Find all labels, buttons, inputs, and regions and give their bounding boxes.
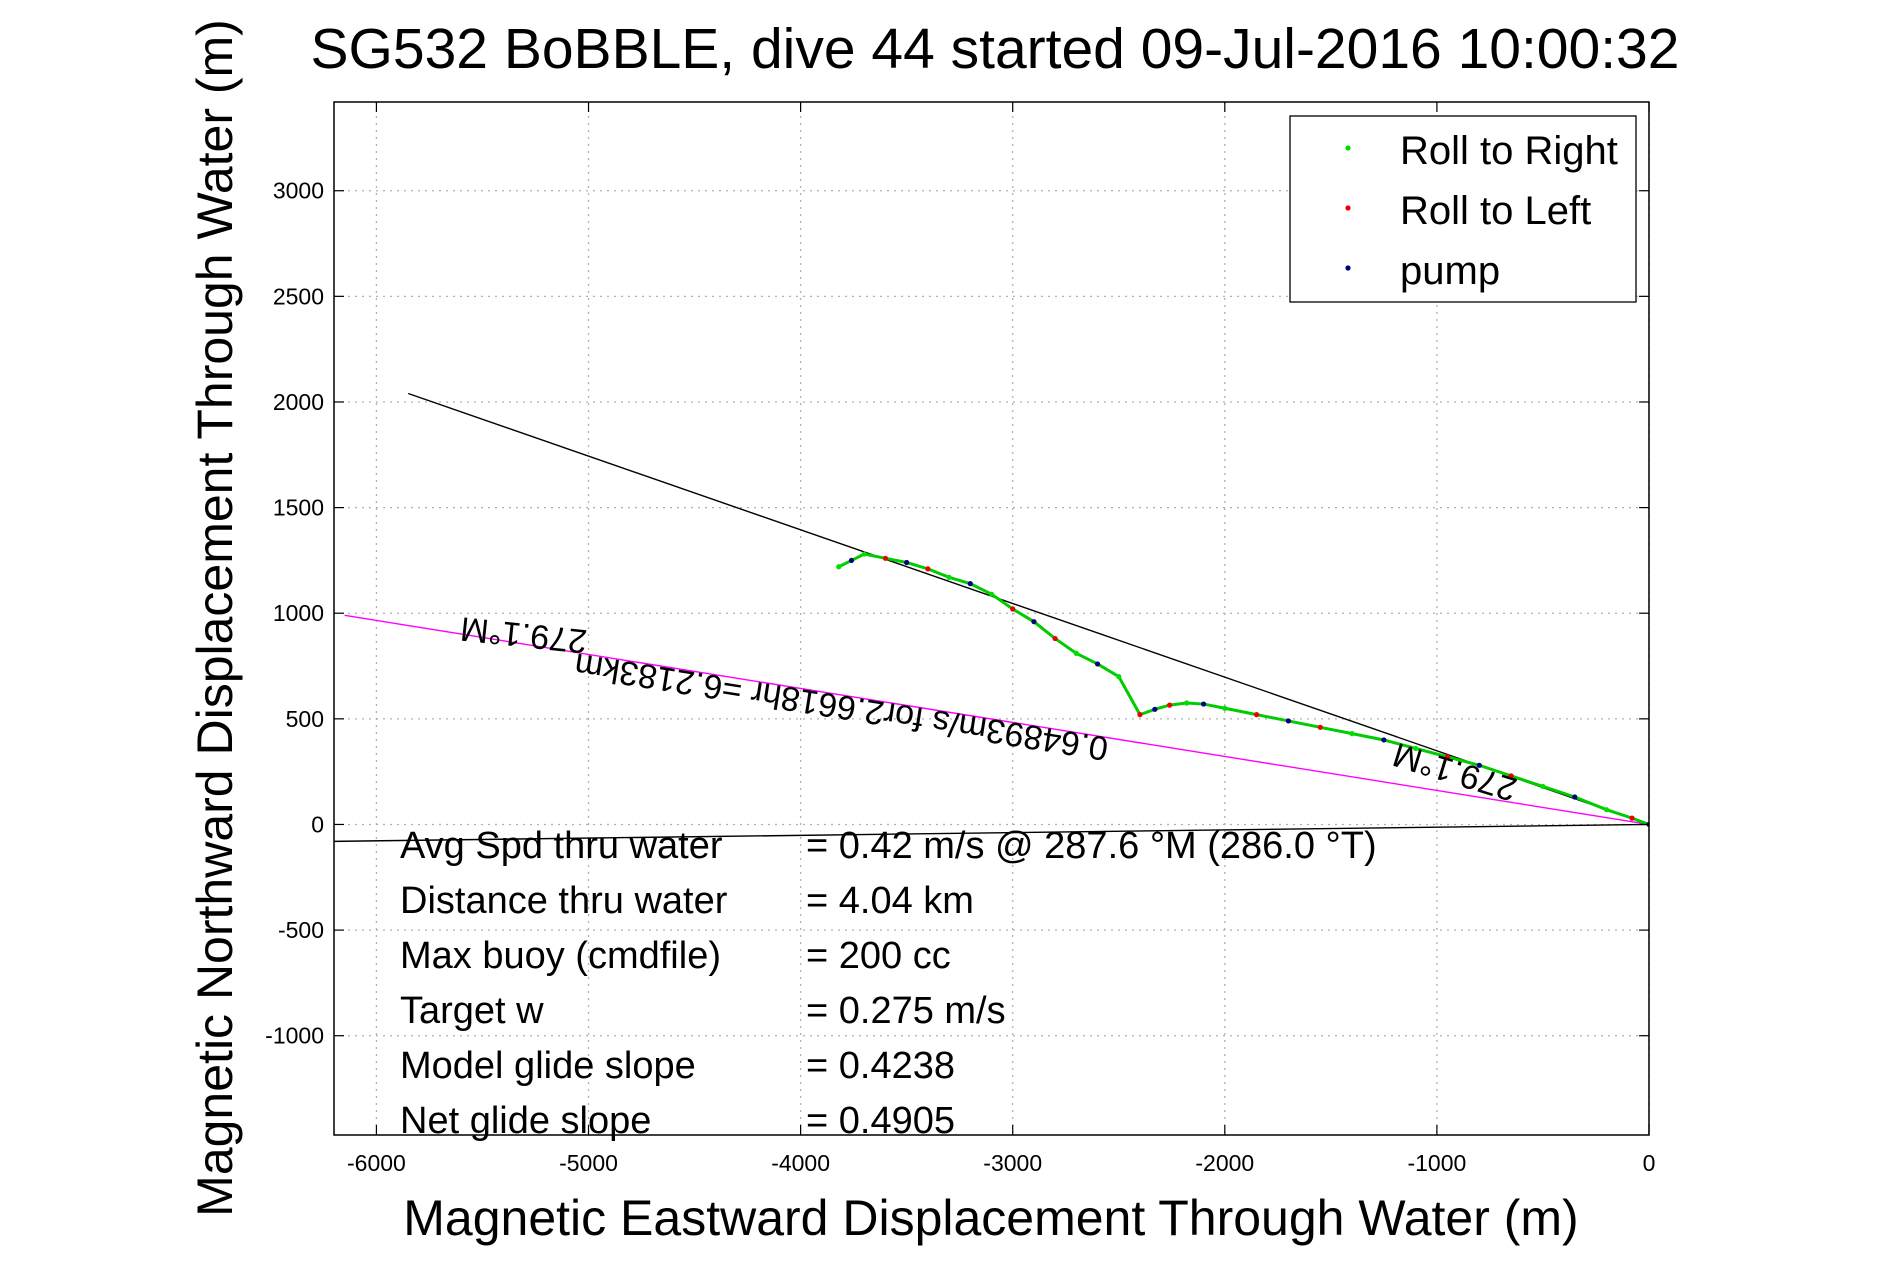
track-point bbox=[1073, 650, 1079, 656]
stat-label: Model glide slope bbox=[400, 1045, 696, 1087]
y-tick-label: -1000 bbox=[265, 1023, 324, 1049]
track-point bbox=[1052, 635, 1058, 642]
track-point bbox=[1413, 745, 1419, 752]
track-point bbox=[848, 557, 855, 564]
track-point bbox=[1094, 661, 1101, 667]
x-tick-label: -3000 bbox=[983, 1150, 1042, 1176]
stat-value: = 0.42 m/s @ 287.6 °M (286.0 °T) bbox=[806, 825, 1377, 867]
legend-label: pump bbox=[1400, 249, 1500, 293]
track-point bbox=[861, 551, 867, 557]
track-point bbox=[836, 564, 842, 570]
x-tick-label: -2000 bbox=[1195, 1150, 1254, 1176]
y-tick-label: 1500 bbox=[273, 495, 324, 521]
track-point bbox=[1381, 737, 1387, 743]
track-point bbox=[1167, 702, 1173, 708]
heading-annotation-right: 279.1°M bbox=[1389, 735, 1522, 808]
stats-block: Avg Spd thru water = 0.42 m/s @ 287.6 °M … bbox=[400, 825, 1377, 1142]
track-point bbox=[1116, 673, 1122, 680]
track-layer bbox=[836, 551, 1649, 828]
stat-label: Net glide slope bbox=[400, 1100, 651, 1142]
track-point bbox=[1349, 731, 1355, 737]
legend-marker bbox=[1345, 145, 1351, 151]
y-tick-label: 3000 bbox=[273, 178, 324, 204]
track-point bbox=[882, 555, 889, 561]
black-heading-line bbox=[408, 392, 1649, 826]
track-point bbox=[1200, 701, 1207, 707]
y-tick-label: 1000 bbox=[273, 600, 324, 626]
heading-annotation-left: 279.1°M bbox=[459, 609, 589, 660]
track-point bbox=[946, 574, 952, 580]
stat-value: = 4.04 km bbox=[806, 880, 974, 922]
legend-marker bbox=[1345, 265, 1351, 271]
y-axis-label: Magnetic Northward Displacement Through … bbox=[187, 19, 243, 1217]
x-axis-ticks: -6000 -5000 -4000 -3000 -2000 -1000 0 bbox=[347, 102, 1655, 1176]
black-net-line bbox=[334, 823, 1649, 843]
track-point bbox=[925, 566, 931, 572]
y-tick-label: 500 bbox=[286, 706, 324, 732]
track-point bbox=[1629, 815, 1635, 821]
track-point bbox=[1444, 754, 1451, 760]
stat-value: = 0.4905 bbox=[806, 1100, 955, 1142]
stat-value: = 0.275 m/s bbox=[806, 990, 1006, 1032]
track-point bbox=[1137, 712, 1143, 718]
stat-value: = 0.4238 bbox=[806, 1045, 955, 1087]
stat-label: Avg Spd thru water bbox=[400, 825, 723, 867]
stat-label: Target w bbox=[400, 990, 544, 1032]
track-point bbox=[967, 581, 973, 587]
x-tick-label: 0 bbox=[1643, 1150, 1656, 1176]
lines-layer bbox=[334, 392, 1649, 843]
track-point bbox=[1285, 718, 1292, 724]
legend-label: Roll to Right bbox=[1400, 129, 1618, 173]
track-point bbox=[1152, 706, 1158, 712]
x-tick-label: -4000 bbox=[771, 1150, 830, 1176]
track-point bbox=[1184, 700, 1190, 706]
track-point bbox=[1572, 794, 1578, 800]
legend: Roll to Right Roll to Left pump bbox=[1289, 115, 1637, 303]
track-point bbox=[988, 591, 995, 597]
speed-annotation: 0.64893m/s for2.6618hr =6.2183km bbox=[572, 645, 1111, 767]
plot-frame bbox=[333, 101, 1650, 1136]
x-tick-label: -6000 bbox=[347, 1150, 406, 1176]
glider-track-path bbox=[838, 552, 1649, 826]
stat-value: = 200 cc bbox=[806, 935, 951, 977]
track-point bbox=[1603, 807, 1610, 813]
x-tick-label: -1000 bbox=[1407, 1150, 1466, 1176]
y-tick-label: 2500 bbox=[273, 283, 324, 309]
track-point bbox=[1540, 783, 1546, 790]
track-point bbox=[1254, 712, 1260, 718]
track-point bbox=[1222, 705, 1228, 711]
track-point bbox=[1476, 762, 1482, 768]
track-point bbox=[904, 559, 910, 566]
y-axis-ticks: -1000 -500 0 500 1000 1500 2000 2500 3000 bbox=[265, 178, 1649, 1049]
track-point bbox=[1317, 724, 1323, 730]
stat-label: Max buoy (cmdfile) bbox=[400, 935, 721, 977]
legend-label: Roll to Left bbox=[1400, 189, 1591, 233]
y-tick-label: 2000 bbox=[273, 389, 324, 415]
legend-marker bbox=[1345, 205, 1351, 211]
magenta-average-line bbox=[344, 614, 1649, 826]
track-point bbox=[1031, 619, 1037, 625]
track-point bbox=[1010, 606, 1016, 612]
x-tick-label: -5000 bbox=[559, 1150, 618, 1176]
stat-label: Distance thru water bbox=[400, 880, 728, 922]
x-axis-label: Magnetic Eastward Displacement Through W… bbox=[403, 1190, 1578, 1246]
track-point bbox=[1508, 773, 1514, 779]
y-tick-label: 0 bbox=[311, 811, 324, 837]
y-tick-label: -500 bbox=[278, 917, 324, 943]
chart-title: SG532 BoBBLE, dive 44 started 09-Jul-201… bbox=[311, 17, 1680, 81]
